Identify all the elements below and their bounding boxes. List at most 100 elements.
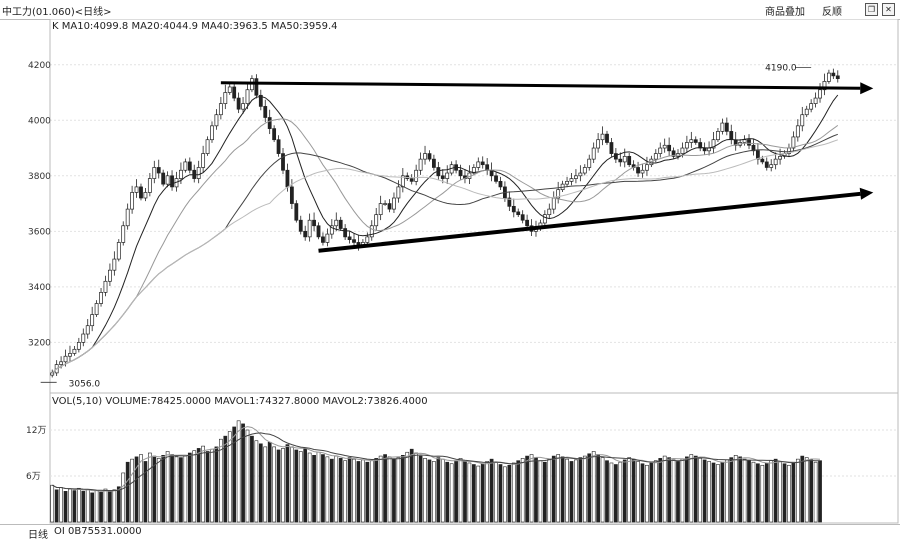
- candle-body-29: [179, 169, 183, 179]
- candle-body-159: [755, 150, 760, 160]
- candle-body-54: [289, 186, 294, 204]
- candle-body-106: [520, 214, 525, 221]
- volume-bar-103: [507, 464, 512, 523]
- volume-indicator-text: VOL(5,10) VOLUME:78425.0000 MAVOL1:74327…: [52, 396, 428, 407]
- volume-bar-138: [662, 455, 667, 523]
- volume-bar-112: [547, 458, 552, 523]
- volume-bar-130: [627, 457, 632, 523]
- candle-body-136: [653, 153, 658, 160]
- candle-body-13: [108, 269, 112, 282]
- candle-body-105: [516, 211, 521, 216]
- volume-bar-70: [361, 459, 365, 523]
- candle-body-132: [636, 167, 640, 174]
- volume-bar-60: [316, 451, 321, 523]
- volume-bar-35: [205, 451, 210, 523]
- volume-bar-173: [818, 460, 822, 523]
- volume-bar-55: [294, 449, 299, 523]
- volume-bar-56: [298, 451, 303, 523]
- volume-bar-124: [600, 457, 605, 523]
- candle-body-153: [729, 131, 734, 141]
- volume-bar-154: [733, 454, 738, 523]
- candle-body-83: [418, 158, 423, 171]
- candle-body-161: [764, 161, 769, 168]
- overlay-button[interactable]: 商品叠加: [765, 7, 805, 18]
- volume-bar-142: [680, 458, 685, 523]
- candle-body-127: [613, 153, 618, 160]
- volume-bar-57: [303, 448, 308, 523]
- volume-bar-125: [605, 460, 609, 523]
- period-label: 日线: [28, 530, 48, 541]
- candle-body-19: [134, 186, 139, 193]
- volume-bar-148: [707, 461, 711, 523]
- volume-bar-59: [312, 454, 316, 523]
- candle-body-11: [99, 292, 103, 304]
- trend-arrow-head-0: [860, 82, 874, 95]
- candle-body-163: [773, 158, 778, 166]
- close-icon[interactable]: ✕: [882, 3, 895, 16]
- volume-bar-37: [214, 446, 219, 523]
- candle-body-142: [680, 147, 685, 154]
- candle-body-78: [396, 186, 401, 199]
- candle-body-18: [130, 192, 135, 210]
- candle-body-42: [236, 97, 241, 110]
- candle-body-4: [68, 353, 72, 357]
- volume-bar-104: [511, 462, 516, 523]
- volume-tick-1: 6万: [26, 472, 41, 482]
- volume-bar-97: [480, 463, 485, 523]
- volume-bar-29: [179, 457, 183, 523]
- candle-body-5: [72, 348, 77, 354]
- candle-body-60: [316, 225, 321, 238]
- volume-bar-136: [653, 460, 658, 523]
- candle-body-120: [582, 167, 587, 174]
- volume-bar-31: [187, 452, 192, 523]
- candle-body-17: [125, 208, 130, 227]
- candle-body-76: [387, 203, 392, 210]
- candle-body-157: [747, 139, 751, 146]
- candle-body-14: [112, 258, 117, 271]
- price-indicator-text: K MA10:4099.8 MA20:4044.9 MA40:3963.5 MA…: [52, 21, 337, 32]
- volume-bar-21: [143, 461, 148, 523]
- candle-body-107: [525, 219, 530, 227]
- volume-bar-94: [467, 462, 472, 523]
- candle-body-55: [294, 203, 299, 221]
- candle-body-111: [542, 214, 547, 224]
- volume-bar-16: [121, 472, 126, 523]
- candle-body-164: [778, 156, 782, 160]
- volume-bar-75: [383, 454, 387, 523]
- volume-bar-114: [556, 454, 561, 523]
- volume-bar-116: [565, 458, 569, 523]
- volume-bar-84: [423, 458, 427, 523]
- volume-bar-133: [640, 463, 645, 523]
- volume-bar-111: [543, 461, 547, 523]
- candle-body-114: [556, 189, 561, 199]
- candle-body-124: [600, 133, 605, 141]
- volume-bar-22: [148, 452, 152, 523]
- volume-bar-62: [325, 456, 330, 523]
- candle-body-3: [63, 355, 68, 363]
- trend-arrow-line-0: [220, 81, 861, 90]
- candle-body-74: [378, 203, 383, 216]
- candle-body-67: [347, 236, 352, 240]
- volume-bar-135: [649, 462, 654, 523]
- candle-body-75: [383, 203, 387, 205]
- volume-bar-168: [795, 458, 800, 523]
- volume-bar-24: [156, 458, 161, 523]
- candle-body-49: [267, 117, 272, 129]
- candle-body-169: [800, 114, 805, 127]
- candle-body-36: [210, 125, 214, 141]
- status-bar: 日线 OI 0B75531.0000: [0, 524, 900, 541]
- candle-body-177: [835, 75, 840, 79]
- candle-body-104: [511, 205, 516, 213]
- volume-bar-61: [321, 454, 325, 523]
- volume-bar-127: [614, 464, 618, 523]
- volume-bar-6: [76, 487, 81, 523]
- candle-body-73: [374, 214, 379, 227]
- candle-body-152: [724, 122, 729, 132]
- volume-bar-129: [622, 459, 627, 523]
- restore-icon[interactable]: ❐: [865, 3, 878, 16]
- candle-body-95: [471, 167, 476, 174]
- candle-body-23: [152, 167, 157, 179]
- restore-button[interactable]: 反顺: [822, 7, 842, 18]
- volume-bar-101: [498, 464, 503, 523]
- candle-body-123: [596, 139, 601, 149]
